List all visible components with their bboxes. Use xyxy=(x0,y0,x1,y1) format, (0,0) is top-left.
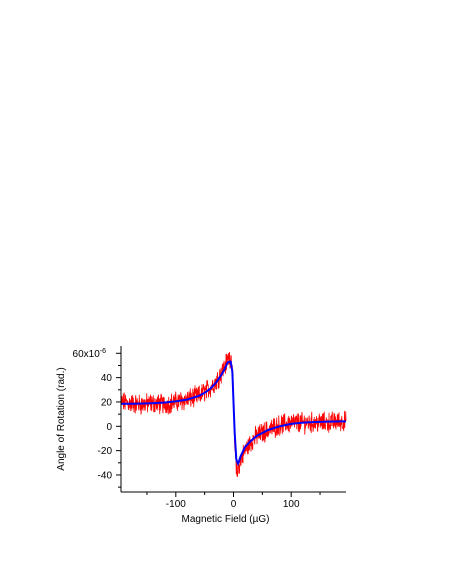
y-ticks: 60x10-6 40 20 0 -20 -40 xyxy=(73,348,121,488)
plot-area: -100 0 100 60x10-6 40 20 0 -20 -40 xyxy=(73,346,347,510)
x-tick-label: -100 xyxy=(166,499,186,510)
y-tick-label: 20 xyxy=(101,397,113,408)
y-tick-label: 0 xyxy=(106,422,112,433)
y-tick-label: 60x10-6 xyxy=(73,348,107,360)
y-tick-label: 40 xyxy=(101,373,113,384)
fit-line xyxy=(121,360,346,467)
y-tick-label: -40 xyxy=(98,470,113,481)
y-tick-label: -20 xyxy=(98,446,113,457)
x-tick-label: 100 xyxy=(283,499,300,510)
series-layer xyxy=(120,352,347,477)
x-axis-label: Magnetic Field (µG) xyxy=(181,514,269,525)
y-axis-label: Angle of Rotation (rad.) xyxy=(56,367,67,470)
x-tick-label: 0 xyxy=(231,499,237,510)
x-ticks: -100 0 100 xyxy=(146,492,321,510)
y-multiplier-exponent: -6 xyxy=(100,348,106,355)
